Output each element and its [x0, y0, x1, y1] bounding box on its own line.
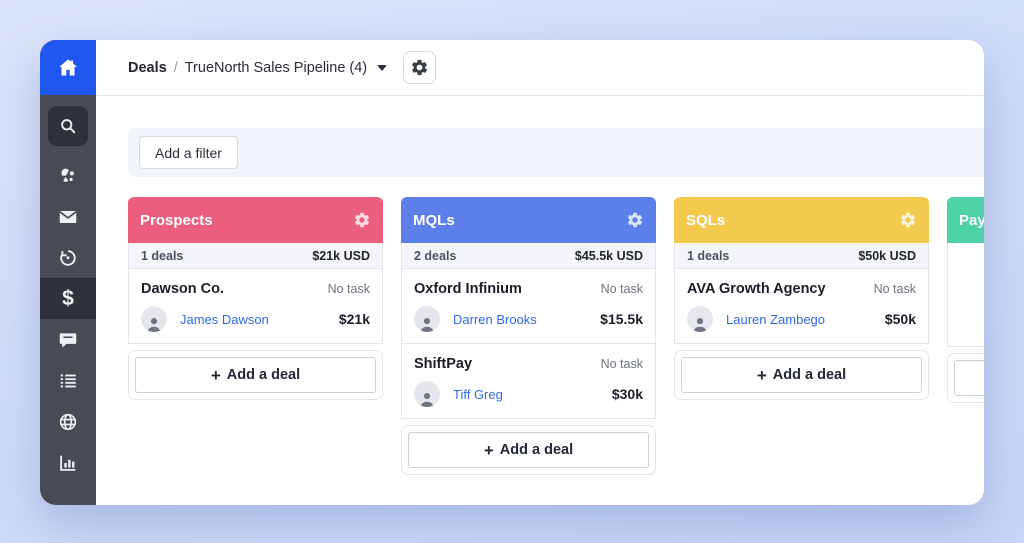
column-gear-icon[interactable]	[899, 211, 917, 229]
breadcrumb-separator: /	[173, 59, 178, 76]
deal-task-status: No task	[600, 357, 643, 371]
deal-contact-link[interactable]: James Dawson	[180, 311, 269, 327]
home-icon	[56, 56, 80, 80]
column-mqls-header: MQLs	[401, 197, 656, 243]
add-deal-container: + Add a deal	[674, 350, 929, 400]
add-deal-button[interactable]: + Add a deal	[408, 432, 649, 468]
deal-value: $21k	[338, 311, 370, 327]
column-gear-icon[interactable]	[626, 211, 644, 229]
chevron-down-icon[interactable]	[377, 64, 388, 71]
add-deal-container: + Add a deal	[401, 425, 656, 475]
deal-contact-link[interactable]: Lauren Zambego	[726, 311, 826, 327]
deal-card[interactable]: AVA Growth Agency No task Lauren Zambego…	[674, 269, 929, 344]
globe-icon	[57, 411, 79, 433]
deal-card[interactable]: ShiftPay No task Tiff Greg $30k	[401, 344, 656, 419]
avatar[interactable]	[687, 306, 713, 332]
add-deal-button[interactable]: + Add a deal	[681, 357, 922, 393]
column-stats: 2 deals $45.5k USD	[401, 243, 656, 269]
dollar-icon: $	[62, 286, 74, 310]
sidebar-item-campaigns[interactable]	[40, 196, 96, 237]
deal-card[interactable]: Dawson Co. No task James Dawson $21k	[128, 269, 383, 344]
column-paying: Paying + Add a deal	[947, 197, 984, 403]
deals-count: 2 deals	[414, 248, 457, 263]
bar-chart-icon	[57, 452, 79, 474]
deal-task-status: No task	[873, 282, 916, 296]
automation-icon	[57, 247, 79, 269]
add-deal-label: Add a deal	[499, 442, 574, 458]
sidebar-item-deals[interactable]: $	[40, 278, 96, 319]
sidebar-item-conversations[interactable]	[40, 319, 96, 360]
avatar[interactable]	[414, 306, 440, 332]
column-paying-header: Paying	[947, 197, 984, 243]
deal-value: $30k	[611, 386, 643, 402]
column-title: Prospects	[140, 211, 213, 229]
list-icon	[57, 370, 79, 392]
sidebar-item-home[interactable]	[40, 40, 96, 95]
sidebar-item-website[interactable]	[40, 401, 96, 442]
deals-count: 1 deals	[141, 248, 184, 263]
column-prospects-header: Prospects	[128, 197, 383, 243]
deals-total: $50k USD	[858, 248, 916, 263]
deal-company: ShiftPay	[414, 356, 473, 372]
add-filter-button[interactable]: Add a filter	[139, 136, 238, 169]
column-prospects: Prospects 1 deals $21k USD Dawson Co. No…	[128, 197, 383, 400]
sidebar-item-search[interactable]	[40, 105, 96, 146]
deal-card[interactable]: Oxford Infinium No task Darren Brooks $1…	[401, 269, 656, 344]
avatar[interactable]	[141, 306, 167, 332]
column-title: SQLs	[686, 211, 726, 229]
add-deal-container: + Add a deal	[128, 350, 383, 400]
deal-company: Dawson Co.	[141, 281, 224, 297]
deal-value: $15.5k	[600, 311, 643, 327]
topbar: Deals / TrueNorth Sales Pipeline (4)	[96, 40, 984, 96]
sidebar-item-automations[interactable]	[40, 237, 96, 278]
column-sqls-header: SQLs	[674, 197, 929, 243]
deal-value: $50k	[884, 311, 916, 327]
breadcrumb-deals[interactable]: Deals	[128, 59, 167, 76]
column-gear-icon[interactable]	[353, 211, 371, 229]
deal-task-status: No task	[327, 282, 370, 296]
sidebar: $	[40, 40, 96, 505]
search-icon	[48, 105, 88, 146]
plus-icon: +	[483, 440, 494, 460]
sidebar-item-reports[interactable]	[40, 442, 96, 483]
filter-bar: Add a filter	[128, 128, 984, 177]
gear-icon	[410, 58, 429, 77]
sidebar-item-contacts[interactable]	[40, 155, 96, 196]
app-window: $	[40, 40, 984, 505]
add-deal-label: Add a deal	[226, 367, 301, 383]
column-mqls: MQLs 2 deals $45.5k USD Oxford Infinium …	[401, 197, 656, 475]
deal-task-status: No task	[600, 282, 643, 296]
deals-count: 1 deals	[687, 248, 730, 263]
contacts-icon	[57, 165, 79, 187]
add-deal-container: + Add a deal	[947, 353, 984, 403]
add-deal-label: Add a deal	[772, 367, 847, 383]
deal-contact-link[interactable]: Darren Brooks	[453, 311, 537, 327]
deals-total: $21k USD	[312, 248, 370, 263]
deal-company: AVA Growth Agency	[687, 281, 826, 297]
deal-contact-link[interactable]: Tiff Greg	[453, 386, 503, 402]
column-title: MQLs	[413, 211, 455, 229]
deals-total: $45.5k USD	[574, 248, 643, 263]
plus-icon: +	[756, 365, 767, 385]
column-empty-body	[947, 243, 984, 347]
chat-icon	[57, 329, 79, 351]
add-deal-button[interactable]: + Add a deal	[954, 360, 984, 396]
column-stats: 1 deals $50k USD	[674, 243, 929, 269]
column-title: Paying	[959, 211, 984, 229]
column-stats: 1 deals $21k USD	[128, 243, 383, 269]
plus-icon: +	[210, 365, 221, 385]
column-sqls: SQLs 1 deals $50k USD AVA Growth Agency …	[674, 197, 929, 400]
envelope-icon	[57, 206, 79, 228]
pipeline-settings-button[interactable]	[403, 51, 437, 84]
pipeline-board: Prospects 1 deals $21k USD Dawson Co. No…	[128, 197, 984, 475]
breadcrumb-pipeline-name[interactable]: TrueNorth Sales Pipeline (4)	[184, 59, 368, 76]
main-content: Add a filter Prospects 1 deals $21k USD	[96, 97, 984, 505]
sidebar-item-lists[interactable]	[40, 360, 96, 401]
add-deal-button[interactable]: + Add a deal	[135, 357, 376, 393]
deal-company: Oxford Infinium	[414, 281, 522, 297]
avatar[interactable]	[414, 381, 440, 407]
